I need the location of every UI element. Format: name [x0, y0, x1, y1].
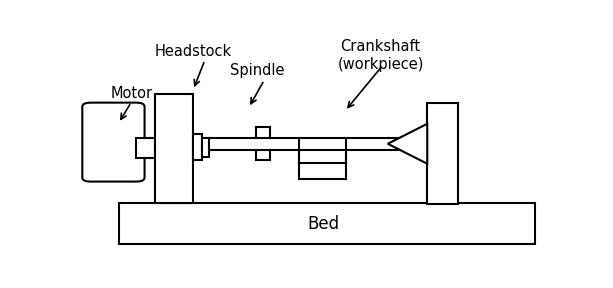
Text: Crankshaft
(workpiece): Crankshaft (workpiece) — [338, 39, 424, 72]
Text: Headstock: Headstock — [154, 44, 232, 59]
Bar — [155, 94, 193, 203]
Text: Motor: Motor — [111, 86, 153, 101]
Text: Bed: Bed — [308, 215, 340, 233]
Bar — [427, 103, 458, 204]
FancyBboxPatch shape — [82, 103, 145, 182]
Text: Spindle: Spindle — [230, 62, 284, 77]
Bar — [136, 138, 155, 158]
Bar — [120, 203, 535, 244]
Bar — [193, 134, 202, 160]
Bar — [202, 138, 208, 157]
Polygon shape — [388, 124, 427, 164]
